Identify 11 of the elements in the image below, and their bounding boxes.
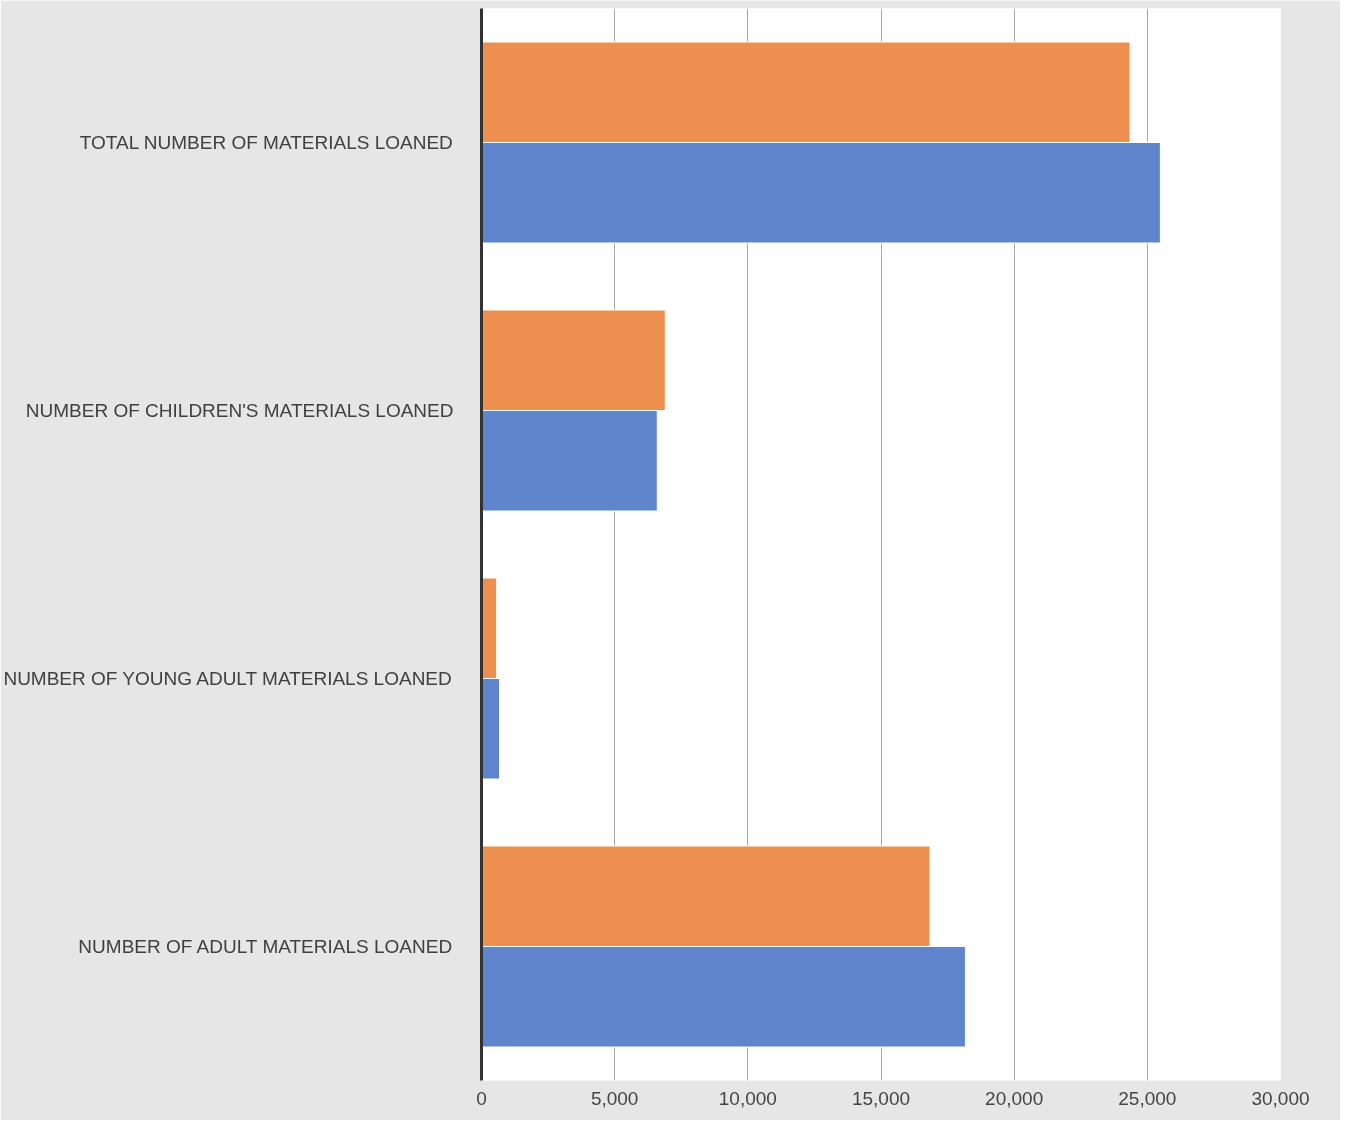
- y-tick-label: TOTAL NUMBER OF MATERIALS LOANED: [79, 132, 453, 153]
- x-tick-label: 5,000: [590, 1087, 639, 1109]
- x-tick-label: 10,000: [718, 1087, 777, 1109]
- x-tick-label: 30,000: [1251, 1087, 1310, 1109]
- x-tick-label: 15,000: [851, 1087, 911, 1109]
- y-tick-label: NUMBER OF ADULT MATERIALS LOANED: [78, 936, 453, 957]
- x-tick-label: 25,000: [1118, 1087, 1177, 1109]
- x-tick-label: 20,000: [985, 1087, 1044, 1109]
- y-tick-label: NUMBER OF YOUNG ADULT MATERIALS LOANED: [3, 668, 452, 689]
- y-tick-label: NUMBER OF CHILDREN'S MATERIALS LOANED: [25, 400, 454, 421]
- x-tick-label: 0: [476, 1087, 487, 1109]
